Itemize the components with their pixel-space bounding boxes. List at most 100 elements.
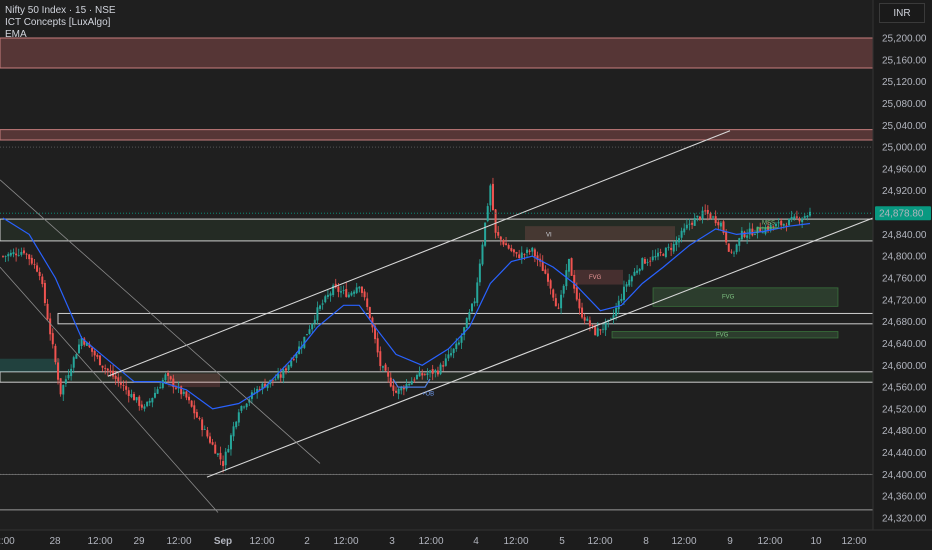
candle-body — [109, 370, 112, 373]
candle-body — [274, 379, 277, 381]
candle-body — [127, 390, 130, 396]
last-price-badge — [875, 206, 931, 221]
x-tick-label: 10 — [810, 536, 822, 547]
y-tick-label: 25,160.00 — [882, 55, 927, 66]
candle-body — [4, 255, 7, 257]
annotation-fvg-3: FVG — [716, 332, 729, 338]
candle-body — [384, 364, 387, 371]
candle-body — [57, 362, 60, 380]
candle-body — [363, 291, 366, 298]
candle-body — [436, 370, 439, 375]
ema-line — [2, 217, 811, 410]
candle-body — [408, 383, 411, 386]
candle-body — [36, 265, 39, 272]
candle-body — [214, 444, 217, 454]
candle-body — [400, 387, 403, 391]
currency-button[interactable]: INR — [879, 3, 925, 23]
candle-body — [484, 222, 487, 246]
y-tick-label: 24,440.00 — [882, 448, 927, 459]
candle-body — [423, 374, 426, 375]
mss-marker — [756, 227, 778, 234]
candle-body — [355, 287, 358, 293]
indicator-ema[interactable]: EMA — [5, 29, 27, 40]
candle-body — [287, 365, 290, 371]
x-tick-label: 12:00 — [757, 536, 782, 547]
candle-body — [541, 261, 544, 271]
candle-body — [219, 452, 222, 460]
candle-body — [431, 369, 434, 374]
candle-body — [554, 298, 557, 307]
candle-body — [229, 435, 232, 450]
candle-body — [795, 216, 798, 218]
candle-body — [552, 289, 555, 298]
candle-body — [680, 230, 683, 238]
candle-body — [567, 258, 570, 272]
candle-body — [256, 388, 259, 394]
candle-body — [392, 385, 395, 391]
candle-body — [785, 225, 788, 227]
candle-body — [518, 254, 521, 259]
candle-body — [395, 390, 398, 393]
candle-body — [526, 249, 529, 253]
candle-body — [604, 321, 607, 331]
y-tick-label: 24,760.00 — [882, 274, 927, 285]
candle-body — [117, 377, 120, 382]
x-tick-label: 29 — [133, 536, 145, 547]
candle-body — [502, 240, 505, 245]
y-tick-label: 24,960.00 — [882, 164, 927, 175]
supply-box-fvg — [575, 269, 623, 285]
candle-body — [630, 276, 633, 282]
indicator-ict-concepts[interactable]: ICT Concepts [LuxAlgo] — [5, 17, 111, 28]
candle-body — [235, 421, 238, 428]
candle-body — [638, 268, 641, 272]
order-block-marker — [392, 378, 431, 388]
candle-body — [339, 291, 342, 293]
candle-body — [536, 255, 539, 260]
candle-body — [657, 252, 660, 257]
candle-body — [735, 244, 738, 253]
candle-body — [208, 436, 211, 443]
candle-body — [588, 320, 591, 326]
candle-body — [135, 397, 138, 401]
candle-body — [649, 260, 652, 262]
candle-body — [594, 325, 597, 336]
candle-body — [203, 429, 206, 430]
y-tick-label: 25,040.00 — [882, 121, 927, 132]
candle-body — [88, 343, 91, 348]
descending-line-2 — [0, 266, 219, 513]
candle-body — [67, 374, 70, 379]
candle-body — [201, 419, 204, 431]
candle-body — [30, 257, 33, 264]
candle-body — [9, 252, 12, 256]
candle-body — [628, 279, 631, 286]
x-tick-label: 12:00 — [671, 536, 696, 547]
candle-body — [7, 254, 10, 257]
candle-body — [389, 377, 392, 387]
candle-body — [617, 300, 620, 310]
candle-body — [358, 286, 361, 289]
candle-body — [366, 298, 369, 307]
candle-body — [759, 227, 762, 233]
candle-body — [578, 298, 581, 309]
x-tick-label: 4 — [473, 536, 479, 547]
candle-body — [143, 406, 146, 409]
candle-body — [429, 370, 432, 373]
candle-body — [659, 251, 662, 253]
candle-body — [520, 252, 523, 259]
candle-body — [402, 387, 405, 390]
candle-body — [353, 291, 356, 294]
candle-body — [64, 379, 67, 384]
candle-body — [138, 396, 141, 406]
candle-body — [54, 345, 57, 363]
candle-body — [195, 412, 198, 418]
symbol-title[interactable]: Nifty 50 Index · 15 · NSE — [5, 5, 116, 16]
candle-body — [782, 224, 785, 226]
candle-body — [442, 365, 445, 367]
y-tick-label: 25,200.00 — [882, 34, 927, 45]
candle-body — [646, 262, 649, 264]
candle-body — [683, 228, 686, 233]
candle-body — [198, 417, 201, 419]
